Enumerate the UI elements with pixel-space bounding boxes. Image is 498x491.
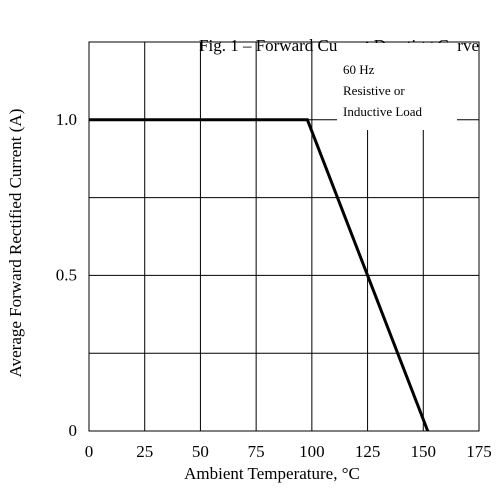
x-tick-label: 100 [299,442,325,461]
y-tick-label: 0 [69,421,78,440]
x-tick-label: 0 [85,442,94,461]
y-axis-label: Average Forward Rectified Current (A) [6,109,25,378]
y-tick-label: 1.0 [56,110,77,129]
x-tick-label: 125 [355,442,381,461]
annotation-line: Inductive Load [343,104,423,119]
x-tick-label: 50 [192,442,209,461]
x-tick-label: 150 [411,442,437,461]
annotation-box: 60 Hz Resistive or Inductive Load [337,43,457,130]
derating-curve [89,118,430,432]
x-tick-label: 75 [248,442,265,461]
x-tick-label: 175 [466,442,492,461]
series-group [89,118,430,432]
y-tick-labels: 0 0.5 1.0 [56,110,77,440]
annotation-line: 60 Hz [343,62,375,77]
x-tick-labels: 0 25 50 75 100 125 150 175 [85,442,492,461]
annotation-background [337,43,457,130]
annotation-line: Resistive or [343,83,405,98]
plot-frame [88,41,480,432]
x-tick-label: 25 [136,442,153,461]
x-axis-label: Ambient Temperature, °C [184,464,360,483]
y-tick-label: 0.5 [56,265,77,284]
